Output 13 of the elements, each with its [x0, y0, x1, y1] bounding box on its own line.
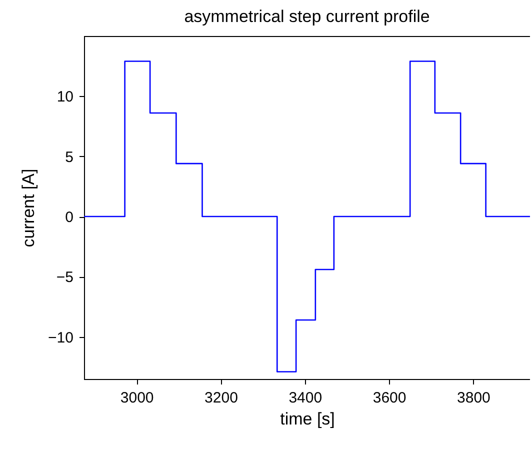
y-tick-label: −10: [48, 329, 74, 346]
x-tick-label: 3600: [372, 390, 406, 406]
y-tick-label: 10: [56, 88, 74, 106]
y-axis-title: current [A]: [19, 168, 38, 248]
x-tick-label: 3000: [120, 390, 154, 406]
y-tick-label: 5: [65, 148, 74, 166]
y-tick-label: 0: [65, 209, 74, 226]
chart-title: asymmetrical step current profile: [184, 7, 430, 26]
x-tick-label: 3400: [288, 390, 322, 406]
x-tick-label: 3800: [457, 390, 490, 406]
y-tick-label: −5: [56, 269, 74, 286]
x-axis-title: time [s]: [280, 410, 335, 428]
x-tick-label: 3200: [204, 390, 238, 406]
